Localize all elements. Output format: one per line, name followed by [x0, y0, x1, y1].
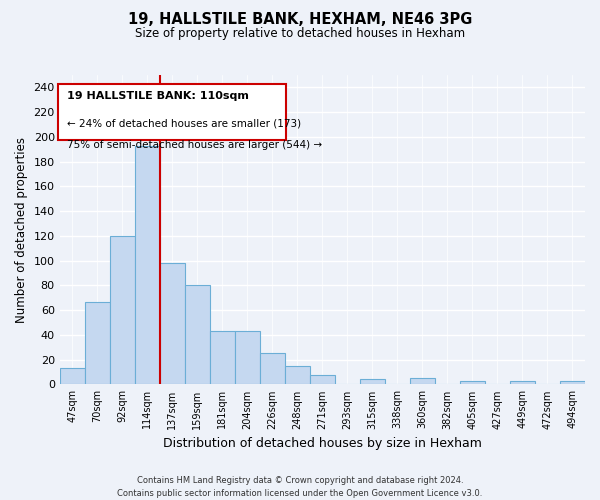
Bar	[560, 380, 585, 384]
Bar	[310, 374, 335, 384]
Bar	[360, 380, 385, 384]
Bar	[185, 286, 210, 384]
Bar	[59, 368, 85, 384]
Bar	[160, 263, 185, 384]
Bar	[135, 146, 160, 384]
Bar	[85, 302, 110, 384]
Bar	[410, 378, 435, 384]
Text: 75% of semi-detached houses are larger (544) →: 75% of semi-detached houses are larger (…	[67, 140, 322, 150]
Bar	[110, 236, 135, 384]
Bar	[285, 366, 310, 384]
Text: Size of property relative to detached houses in Hexham: Size of property relative to detached ho…	[135, 28, 465, 40]
Text: 19, HALLSTILE BANK, HEXHAM, NE46 3PG: 19, HALLSTILE BANK, HEXHAM, NE46 3PG	[128, 12, 472, 28]
Y-axis label: Number of detached properties: Number of detached properties	[15, 136, 28, 322]
Bar	[460, 380, 485, 384]
Bar	[260, 354, 285, 384]
X-axis label: Distribution of detached houses by size in Hexham: Distribution of detached houses by size …	[163, 437, 482, 450]
Bar	[235, 331, 260, 384]
Text: Contains HM Land Registry data © Crown copyright and database right 2024.
Contai: Contains HM Land Registry data © Crown c…	[118, 476, 482, 498]
Bar	[210, 331, 235, 384]
Text: 19 HALLSTILE BANK: 110sqm: 19 HALLSTILE BANK: 110sqm	[67, 91, 249, 101]
Bar	[510, 380, 535, 384]
Text: ← 24% of detached houses are smaller (173): ← 24% of detached houses are smaller (17…	[67, 118, 301, 128]
